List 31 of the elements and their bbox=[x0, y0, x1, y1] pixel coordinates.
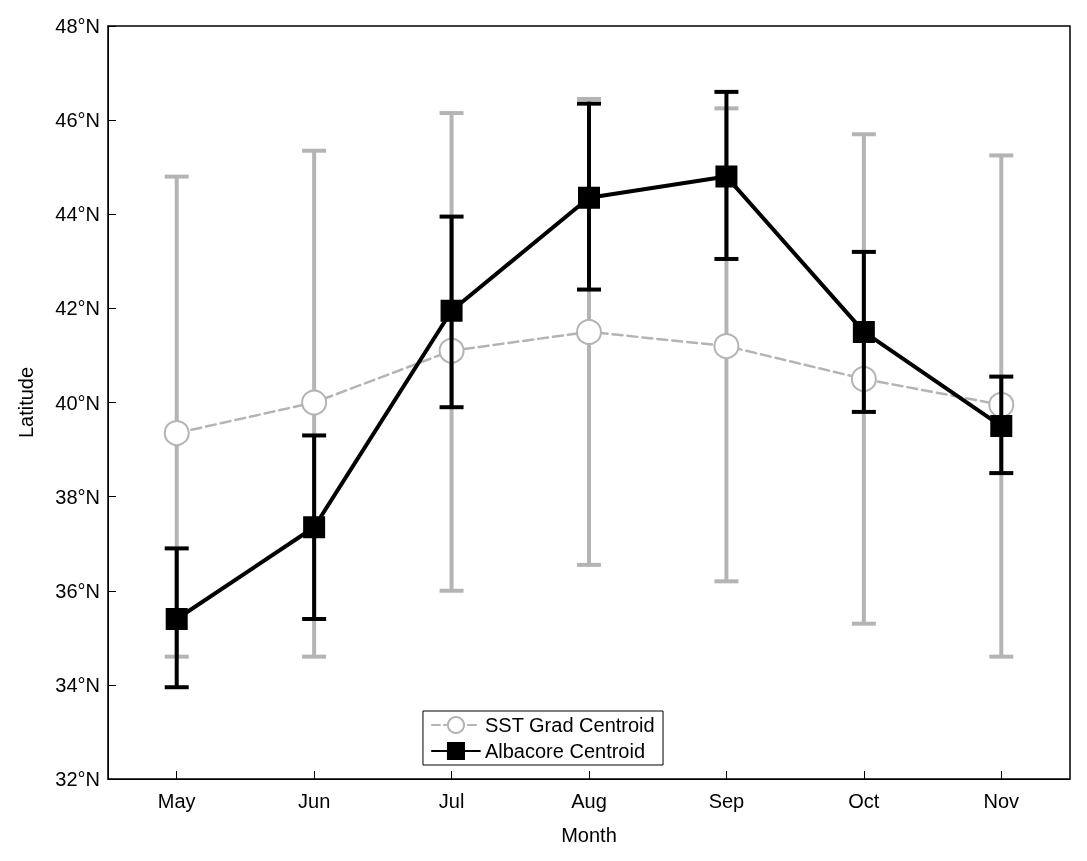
point bbox=[301, 389, 328, 416]
y-tick-label: 32°N bbox=[55, 768, 100, 790]
x-tick-label: Jul bbox=[438, 790, 465, 812]
y-tick-label: 46°N bbox=[55, 109, 100, 132]
legend-label: SST Grad Centroid bbox=[484, 714, 655, 736]
point bbox=[713, 333, 740, 360]
point bbox=[576, 318, 602, 345]
point bbox=[165, 607, 188, 630]
y-tick-label: 44°N bbox=[55, 203, 100, 226]
y-tick-label: 48°N bbox=[55, 15, 100, 37]
x-axis-title: Month bbox=[561, 824, 617, 846]
y-tick-label: 34°N bbox=[55, 673, 100, 696]
x-tick-label: Oct bbox=[848, 790, 880, 812]
point bbox=[303, 516, 326, 539]
x-tick-label: Sep bbox=[708, 790, 745, 812]
y-tick-label: 42°N bbox=[55, 297, 100, 320]
point bbox=[852, 320, 875, 343]
point bbox=[715, 165, 738, 188]
point bbox=[163, 420, 190, 447]
x-tick-label: May bbox=[157, 790, 196, 812]
x-tick-label: Aug bbox=[571, 790, 607, 812]
y-tick-label: 40°N bbox=[55, 391, 100, 414]
y-tick-label: 36°N bbox=[55, 579, 100, 602]
point bbox=[440, 299, 463, 322]
x-tick-label: Jun bbox=[298, 790, 331, 812]
y-tick-label: 38°N bbox=[55, 485, 100, 508]
y-axis-title: Latitude bbox=[15, 366, 37, 439]
point bbox=[578, 186, 600, 209]
point bbox=[990, 415, 1013, 438]
legend-label: Albacore Centroid bbox=[484, 740, 646, 762]
x-tick-label: Nov bbox=[983, 790, 1020, 812]
